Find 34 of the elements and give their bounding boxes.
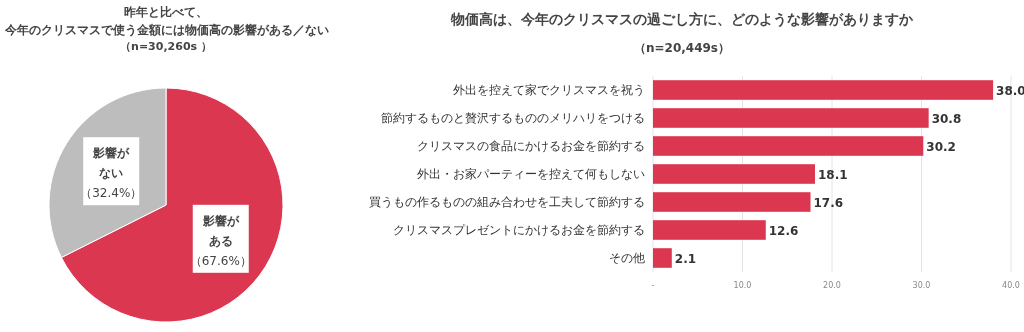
slice-label: 影響がない	[92, 146, 131, 181]
data-label: 2.1	[674, 251, 697, 266]
x-tick-label: 20.0	[823, 281, 841, 290]
y-tick-label: 節約するものと贅沢するもののメリハリをつける	[381, 111, 645, 125]
data-label: 12.6	[768, 223, 799, 238]
y-tick-label: その他	[609, 251, 645, 265]
bar	[653, 248, 672, 268]
bar	[653, 136, 924, 156]
chart-title: 物価高は、今年のクリスマスの過ごし方に、どのような影響がありますか	[450, 11, 914, 27]
x-tick-label: 30.0	[912, 281, 931, 290]
data-label: 17.6	[813, 195, 844, 210]
bar	[653, 220, 766, 240]
bar	[653, 80, 994, 100]
bar	[653, 192, 811, 212]
y-tick-label: 外出を控えて家でクリスマスを祝う	[453, 83, 645, 97]
y-tick-label: 外出・お家パーティーを控えて何もしない	[417, 167, 645, 181]
text: （n=30,260s ）	[120, 40, 212, 53]
data-label: 30.2	[926, 139, 956, 154]
chart-subtitle: （n=20,449s）	[633, 41, 731, 55]
bar	[653, 164, 815, 184]
data-label: （67.6%）	[189, 253, 252, 268]
data-label: 30.8	[931, 111, 962, 126]
chart-title: 昨年と比べて、	[124, 5, 208, 19]
y-tick-label: クリスマスの食品にかけるお金を節約する	[417, 139, 645, 153]
y-tick-label: クリスマスプレゼントにかけるお金を節約する	[393, 223, 645, 237]
slice-label: 影響がある	[201, 213, 240, 248]
x-tick-label: 40.0	[1002, 281, 1020, 290]
data-label: （32.4%）	[80, 186, 143, 201]
bar	[653, 108, 929, 128]
data-label: 18.1	[817, 167, 848, 182]
y-tick-label: 買うもの作るものの組み合わせを工夫して節約する	[369, 195, 645, 209]
x-tick-label: 10.0	[733, 281, 752, 290]
chart-subtitle: 今年のクリスマスで使う金額には物価高の影響がある／ない	[4, 23, 329, 37]
x-tick-label: -	[651, 281, 655, 290]
